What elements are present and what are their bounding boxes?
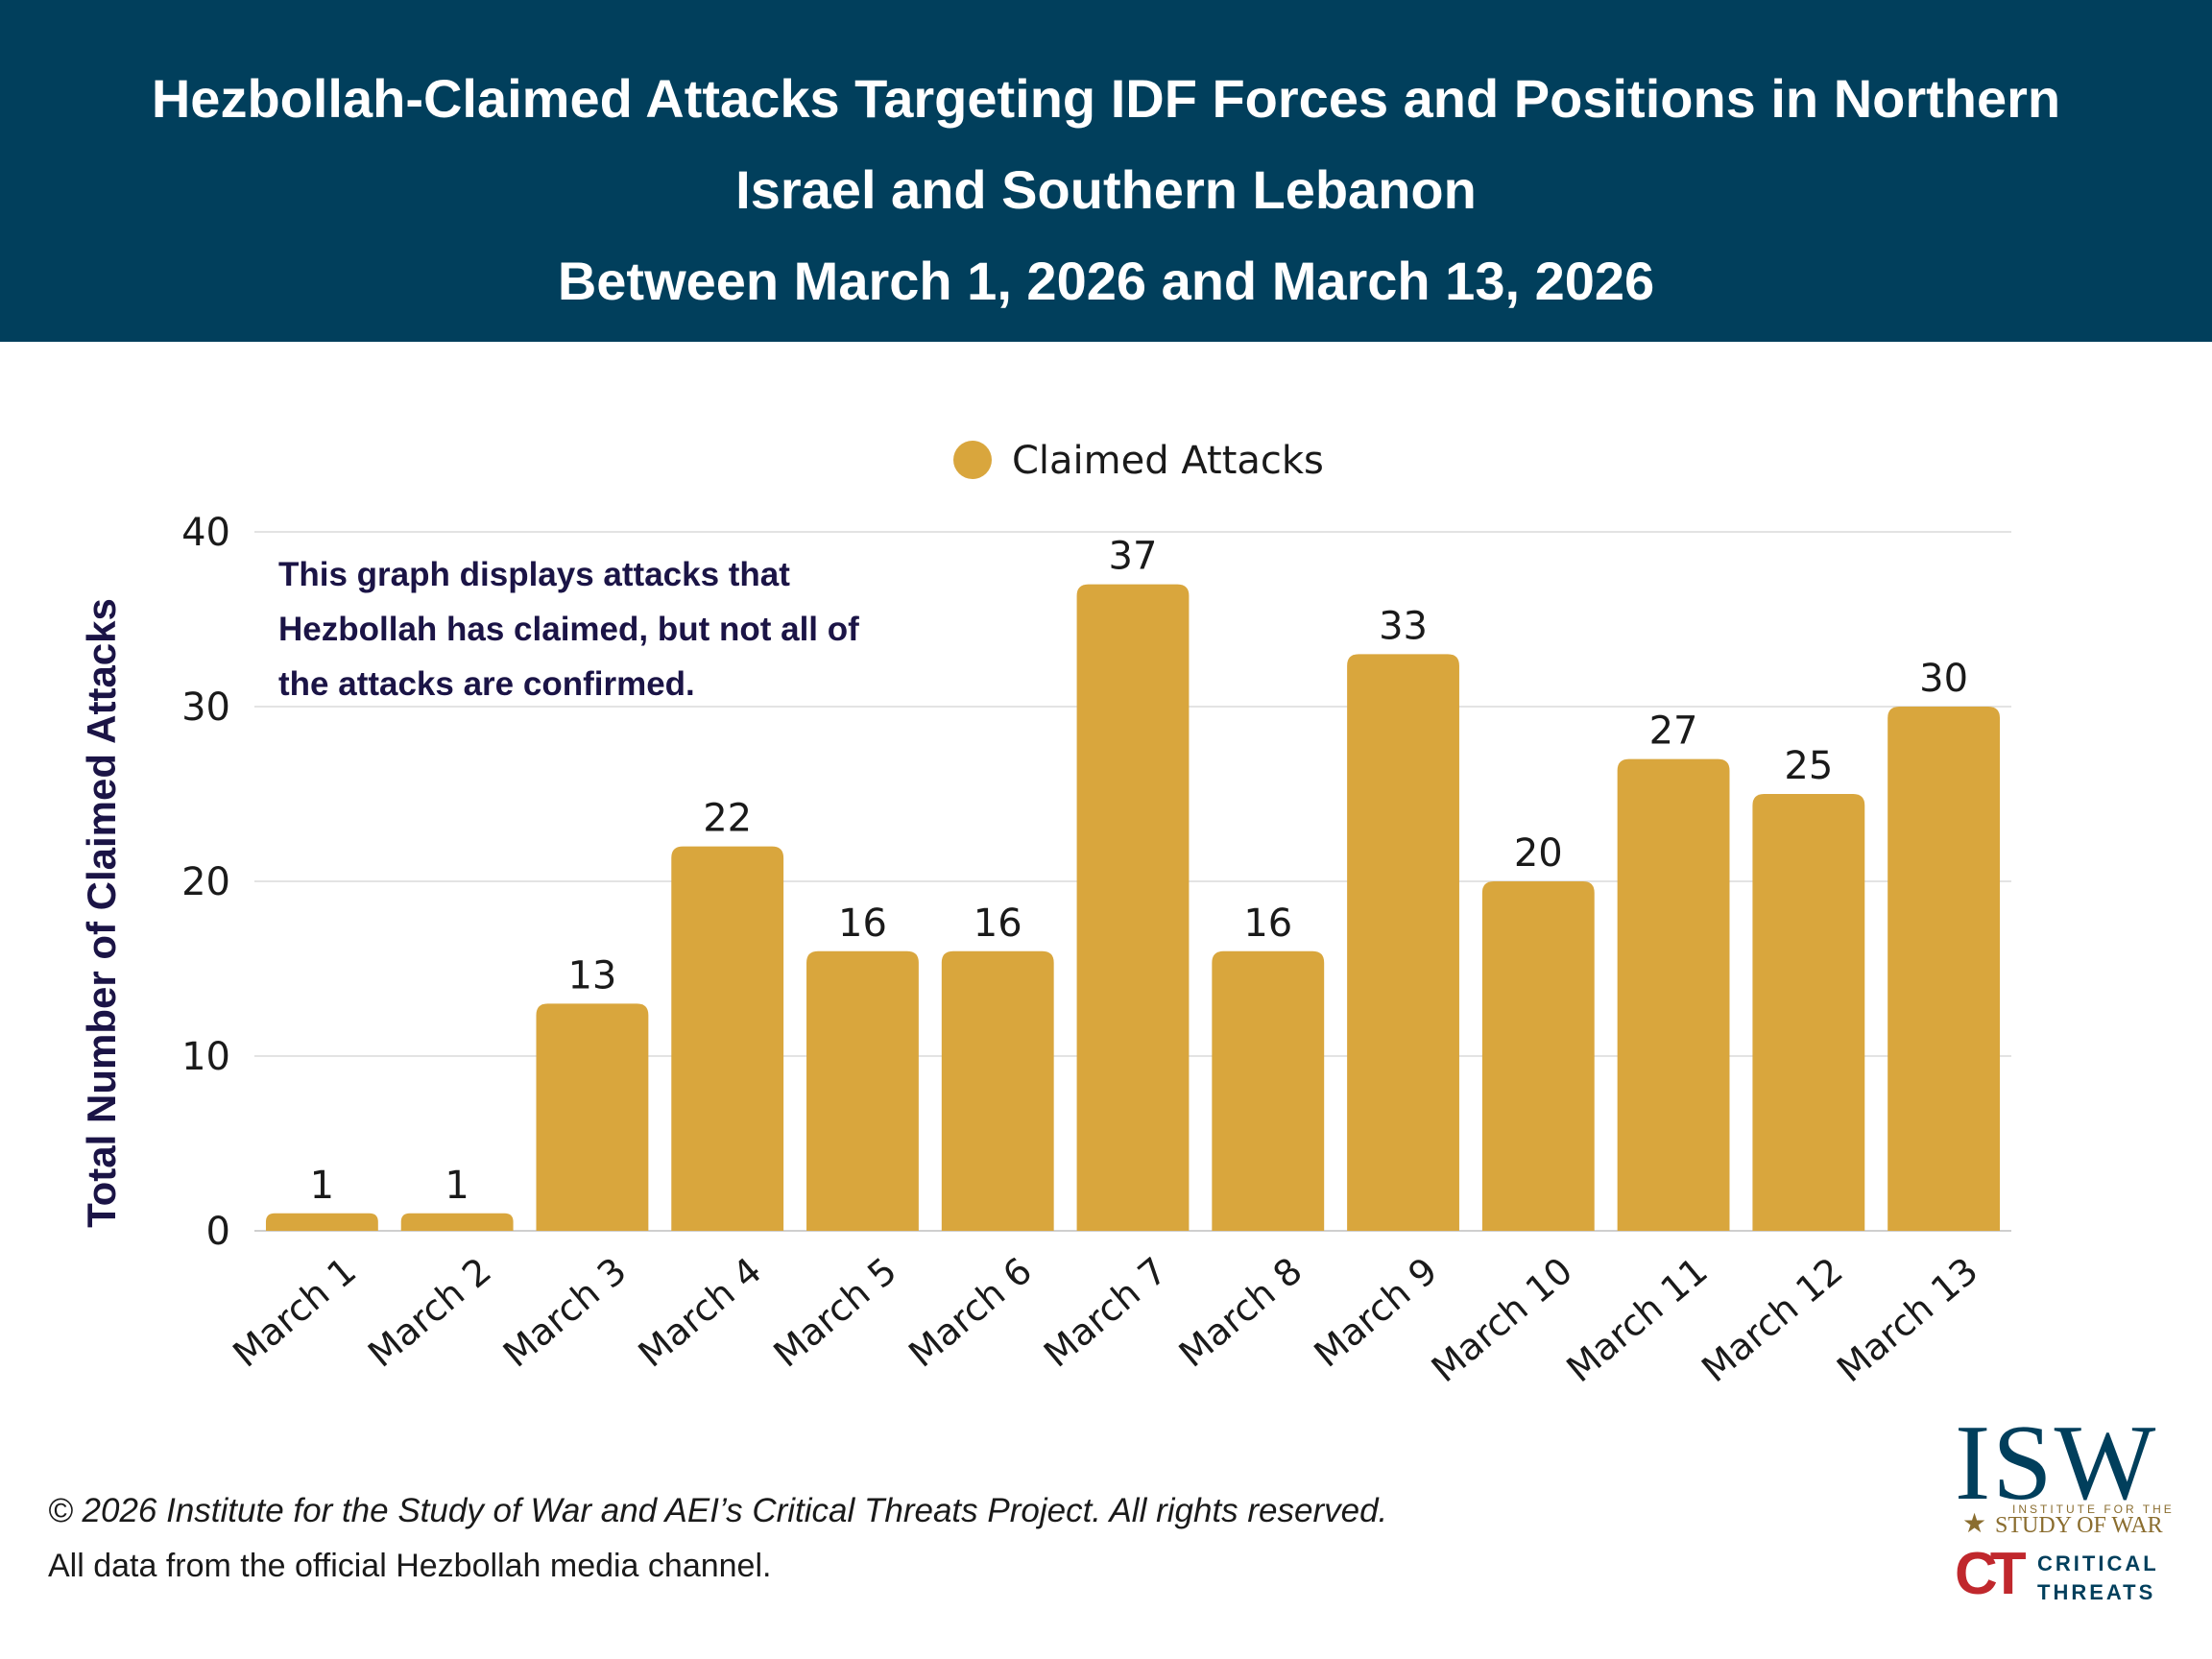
isw-logo-letters: ISW <box>1955 1404 2158 1523</box>
bar <box>1617 758 1730 1231</box>
data-label: 20 <box>1514 831 1563 876</box>
bar <box>806 950 919 1231</box>
bar <box>536 1003 649 1231</box>
chart-title-line-1: Hezbollah-Claimed Attacks Targeting IDF … <box>151 68 2061 129</box>
legend-label: Claimed Attacks <box>1012 439 1324 483</box>
isw-logo-line-1: INSTITUTE FOR THE <box>2012 1503 2175 1516</box>
y-axis-label: Total Number of Claimed Attacks <box>79 598 124 1228</box>
y-tick-label: 30 <box>181 685 230 730</box>
x-tick-label: March 13 <box>1829 1249 1985 1390</box>
isw-logo-line-2: STUDY OF WAR <box>1995 1513 2163 1538</box>
data-label: 13 <box>567 953 616 998</box>
x-tick-label: March 3 <box>495 1249 635 1375</box>
data-label: 16 <box>1243 902 1292 946</box>
bar <box>1481 881 1595 1231</box>
ct-logo-line-1: CRITICAL <box>2037 1551 2159 1575</box>
bar <box>1076 584 1190 1231</box>
data-source-text: All data from the official Hezbollah med… <box>48 1548 772 1584</box>
y-axis-ticks: 0 10 20 30 40 <box>181 511 230 1254</box>
data-labels: 1 1 13 22 16 16 37 16 33 20 27 25 30 <box>310 535 1968 1208</box>
ct-logo-mark: CT <box>1955 1541 2027 1607</box>
y-tick-label: 40 <box>181 511 230 555</box>
bar <box>1752 794 1865 1231</box>
chart-title-line-2: Israel and Southern Lebanon <box>735 159 1477 220</box>
bar <box>400 1213 514 1231</box>
x-tick-label: March 8 <box>1171 1249 1310 1375</box>
data-label: 37 <box>1109 535 1158 579</box>
bars <box>265 584 2001 1231</box>
bar <box>1347 654 1459 1231</box>
y-tick-label: 0 <box>206 1210 230 1254</box>
data-label: 33 <box>1379 604 1428 648</box>
x-tick-label: March 11 <box>1559 1249 1716 1390</box>
data-label: 25 <box>1784 744 1833 788</box>
ct-logo-text: CRITICAL THREATS <box>2037 1550 2159 1607</box>
legend: Claimed Attacks <box>953 439 1324 483</box>
data-label: 1 <box>310 1164 334 1208</box>
y-tick-label: 20 <box>181 860 230 904</box>
bar <box>1887 707 2001 1231</box>
legend-swatch <box>953 441 992 479</box>
data-label: 27 <box>1649 709 1698 754</box>
bar <box>1212 950 1325 1231</box>
y-tick-label: 10 <box>181 1035 230 1079</box>
data-label: 16 <box>838 902 887 946</box>
ct-logo-line-2: THREATS <box>2037 1580 2156 1604</box>
bar-chart: Claimed Attacks 0 10 20 30 40 1 1 13 22 16 16 37 16… <box>79 439 2011 1390</box>
chart-note: This graph displays attacks that Hezboll… <box>278 556 859 703</box>
star-icon: ★ <box>1962 1508 1987 1538</box>
bar <box>941 950 1054 1231</box>
x-tick-label: March 4 <box>631 1249 770 1375</box>
bar <box>671 846 784 1231</box>
bar <box>265 1213 378 1231</box>
x-tick-label: March 1 <box>225 1249 364 1375</box>
x-tick-label: March 2 <box>360 1249 499 1375</box>
x-tick-label: March 6 <box>901 1249 1040 1375</box>
data-label: 22 <box>703 797 752 841</box>
data-label: 30 <box>1919 657 1968 701</box>
data-label: 16 <box>974 902 1022 946</box>
chart-title-line-3: Between March 1, 2026 and March 13, 2026 <box>557 251 1655 311</box>
critical-threats-logo: CT CRITICAL THREATS <box>1949 1544 2189 1607</box>
x-tick-label: March 7 <box>1036 1249 1175 1375</box>
data-label: 1 <box>445 1164 469 1208</box>
header-banner: Hezbollah-Claimed Attacks Targeting IDF … <box>0 0 2212 342</box>
isw-logo: ISW ★ INSTITUTE FOR THE STUDY OF WAR <box>1955 1406 2176 1538</box>
x-tick-label: March 5 <box>765 1249 904 1375</box>
copyright-text: © 2026 Institute for the Study of War an… <box>48 1492 1388 1529</box>
x-tick-label: March 12 <box>1694 1249 1850 1390</box>
x-tick-label: March 10 <box>1424 1249 1580 1390</box>
